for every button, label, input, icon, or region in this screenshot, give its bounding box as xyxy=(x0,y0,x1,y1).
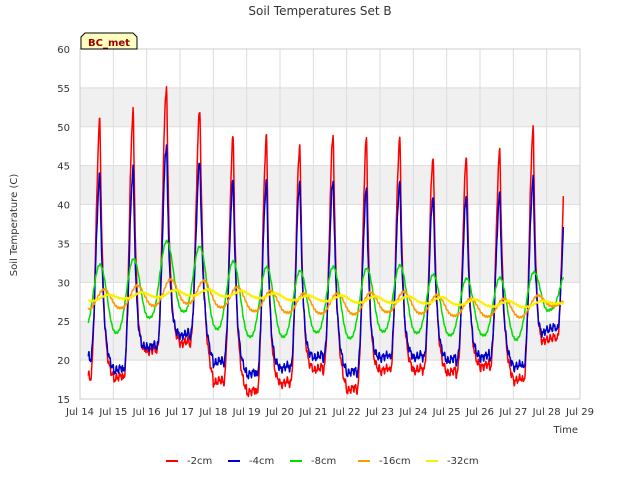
legend-item: -8cm xyxy=(290,456,336,467)
plot-band xyxy=(80,49,580,88)
series-line-minus-4cm xyxy=(87,144,565,380)
legend-item: -32cm xyxy=(426,456,479,467)
x-tick-label: Jul 20 xyxy=(265,407,294,418)
legend-label: -8cm xyxy=(311,456,336,467)
y-tick-label: 20 xyxy=(57,356,70,367)
legend: -2cm -4cm -8cm -16cm -32cm xyxy=(166,456,479,467)
legend-item: -4cm xyxy=(228,456,274,467)
legend-label: -32cm xyxy=(447,456,479,467)
legend-label: -16cm xyxy=(379,456,411,467)
site-badge: BC_met xyxy=(80,32,138,50)
y-axis-label: Soil Temperature (C) xyxy=(9,174,20,277)
x-tick-label: Jul 29 xyxy=(565,407,594,418)
plot-band xyxy=(80,321,580,361)
x-tick-label: Jul 24 xyxy=(398,407,427,418)
y-tick-label: 40 xyxy=(57,201,70,212)
plot-band xyxy=(80,126,580,166)
x-tick-label: Jul 23 xyxy=(365,407,394,418)
site-badge-label: BC_met xyxy=(88,38,130,49)
y-tick-label: 60 xyxy=(57,45,70,56)
series-line-minus-16cm xyxy=(87,277,565,319)
site-badge-box xyxy=(80,32,138,50)
x-tick-label: Jul 27 xyxy=(498,407,527,418)
y-tick-label: 55 xyxy=(57,84,70,95)
x-tick-label: Jul 18 xyxy=(198,407,227,418)
plot-frame xyxy=(79,48,581,400)
series-line-minus-32cm xyxy=(87,287,564,309)
y-tick-label: 35 xyxy=(57,239,70,250)
legend-label: -4cm xyxy=(249,456,274,467)
legend-item: -2cm xyxy=(166,456,212,467)
x-tick-label: Jul 19 xyxy=(232,407,261,418)
chart-title: Soil Temperatures Set B xyxy=(248,4,391,18)
legend-item: -16cm xyxy=(358,456,411,467)
y-axis-ticks: 15 20 25 30 35 40 45 50 55 60 xyxy=(57,45,70,406)
x-axis-ticks: Jul 14 Jul 15 Jul 16 Jul 17 Jul 18 Jul 19 Jul … xyxy=(65,407,594,418)
y-tick-label: 50 xyxy=(57,123,70,134)
x-tick-label: Jul 21 xyxy=(298,407,327,418)
x-tick-label: Jul 17 xyxy=(165,407,194,418)
x-tick-label: Jul 15 xyxy=(98,407,127,418)
x-axis-label: Time xyxy=(553,425,578,436)
legend-label: -2cm xyxy=(187,456,212,467)
x-tick-label: Jul 22 xyxy=(332,407,361,418)
x-tick-label: Jul 28 xyxy=(532,407,561,418)
x-tick-label: Jul 25 xyxy=(432,407,461,418)
series-layer xyxy=(87,85,565,398)
plot-band xyxy=(80,87,580,127)
plot-band xyxy=(80,360,580,399)
x-tick-label: Jul 26 xyxy=(465,407,494,418)
y-tick-label: 30 xyxy=(57,278,70,289)
y-tick-label: 45 xyxy=(57,162,70,173)
y-tick-label: 15 xyxy=(57,395,70,406)
x-tick-label: Jul 14 xyxy=(65,407,94,418)
y-tick-label: 25 xyxy=(57,317,70,328)
x-tick-label: Jul 16 xyxy=(132,407,161,418)
